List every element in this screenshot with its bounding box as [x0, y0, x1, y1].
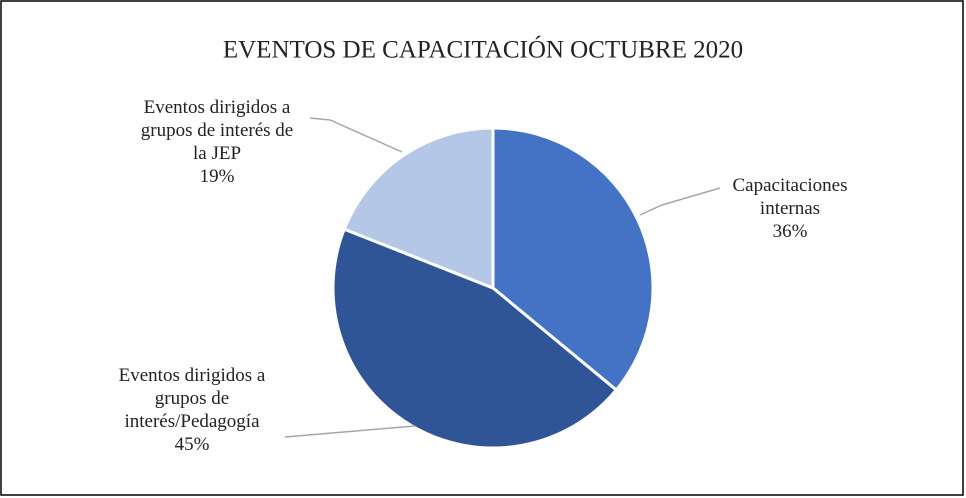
category-label: Capacitaciones internas	[732, 175, 848, 219]
value-label: 36%	[772, 221, 808, 242]
value-label: 45%	[174, 434, 210, 455]
pie	[331, 126, 655, 450]
pie-slice	[491, 126, 655, 393]
slice-label: Eventos dirigidos a grupos de interés/Pe…	[118, 365, 266, 455]
category-label: Eventos dirigidos a grupos de interés/Pe…	[118, 365, 266, 432]
slice-label: Eventos dirigidos a grupos de interés de…	[140, 97, 294, 187]
leader-line	[639, 187, 721, 216]
chart-title: EVENTOS DE CAPACITACIÓN OCTUBRE 2020	[223, 36, 743, 64]
leader-line	[309, 117, 403, 153]
pie-slice	[342, 126, 495, 291]
slice-label: Capacitaciones internas 36%	[732, 175, 848, 242]
leader-line	[284, 425, 416, 438]
category-label: Eventos dirigidos a grupos de interés de…	[140, 97, 294, 164]
value-label: 19%	[199, 166, 235, 187]
